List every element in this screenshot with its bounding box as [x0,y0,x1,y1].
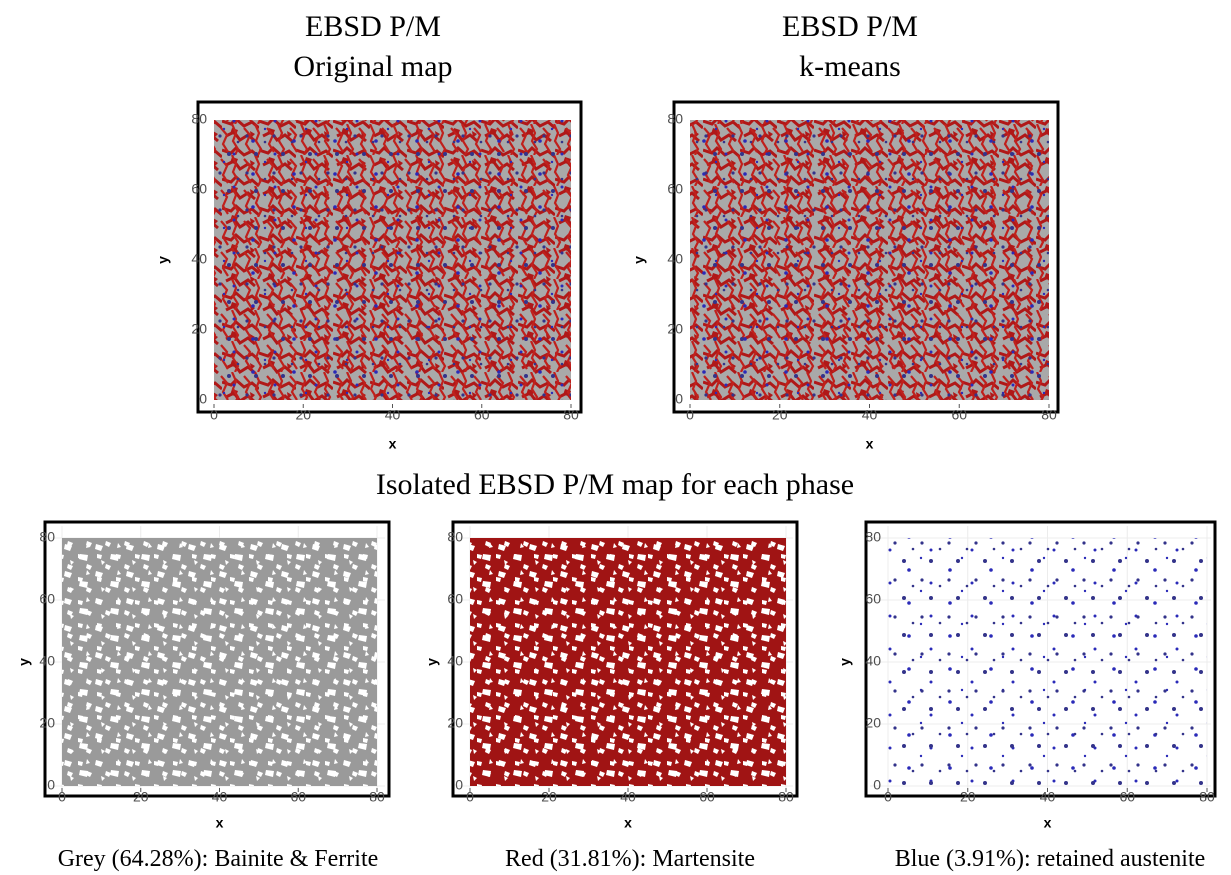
x-tick-label: 80 [369,789,385,805]
panel-frame [451,520,799,798]
phase-map [470,538,786,786]
y-axis-label: y [16,658,32,666]
caption: Red (31.81%): Martensite [505,846,755,872]
x-tick-label: 60 [1119,789,1135,805]
x-tick-label: 20 [960,789,976,805]
x-tick-label: 60 [290,789,306,805]
y-tick-label: 80 [667,111,683,127]
y-axis-label: y [837,658,853,666]
x-tick-label: 80 [778,789,794,805]
y-tick-label: 60 [667,181,683,197]
y-tick-label: 20 [39,715,55,731]
section-title: Isolated EBSD P/M map for each phase [376,468,854,501]
x-tick-label: 40 [212,789,228,805]
y-axis-label: y [424,658,440,666]
y-tick-label: 80 [865,529,881,545]
caption: Grey (64.28%): Bainite & Ferrite [58,846,379,872]
y-tick-label: 20 [865,715,881,731]
y-tick-label: 20 [667,321,683,337]
y-tick-label: 20 [191,321,207,337]
y-tick-label: 60 [191,181,207,197]
y-tick-label: 60 [447,591,463,607]
panel-title: Original map [293,50,452,83]
x-tick-label: 40 [620,789,636,805]
x-tick-label: 0 [210,407,218,423]
x-tick-label: 60 [474,407,490,423]
y-tick-label: 40 [865,653,881,669]
y-tick-label: 60 [39,591,55,607]
x-axis-label: x [389,436,397,452]
panel-frame [196,100,583,414]
y-tick-label: 80 [447,529,463,545]
x-axis-label: x [1044,815,1052,831]
x-tick-label: 60 [699,789,715,805]
panel-title: EBSD P/M [305,10,441,43]
x-tick-label: 20 [295,407,311,423]
x-tick-label: 40 [1040,789,1056,805]
phase-map [888,538,1207,786]
x-tick-label: 40 [862,407,878,423]
x-tick-label: 60 [951,407,967,423]
caption: Blue (3.91%): retained austenite [895,846,1206,872]
phase-map [690,120,1049,400]
y-tick-label: 0 [675,391,683,407]
y-tick-label: 80 [191,111,207,127]
y-tick-label: 40 [191,251,207,267]
y-tick-label: 80 [39,529,55,545]
x-tick-label: 80 [563,407,579,423]
x-tick-label: 0 [466,789,474,805]
panel-frame [864,520,1217,798]
phase-map [214,120,571,400]
y-tick-label: 40 [39,653,55,669]
x-tick-label: 20 [772,407,788,423]
x-tick-label: 40 [385,407,401,423]
panel-title: k-means [799,50,901,83]
y-tick-label: 0 [199,391,207,407]
panel-frame [43,520,391,798]
x-tick-label: 80 [1199,789,1215,805]
x-tick-label: 0 [58,789,66,805]
x-axis-label: x [866,436,874,452]
panel-title: EBSD P/M [782,10,918,43]
phase-map [62,538,377,786]
x-tick-label: 20 [133,789,149,805]
y-tick-label: 60 [865,591,881,607]
x-tick-label: 0 [884,789,892,805]
y-tick-label: 0 [455,777,463,793]
x-axis-label: x [216,815,224,831]
panel-frame [672,100,1060,414]
x-tick-label: 20 [541,789,557,805]
x-tick-label: 0 [686,407,694,423]
y-tick-label: 40 [667,251,683,267]
y-tick-label: 0 [873,777,881,793]
y-tick-label: 20 [447,715,463,731]
x-tick-label: 80 [1041,407,1057,423]
y-axis-label: y [155,256,171,264]
y-tick-label: 0 [47,777,55,793]
x-axis-label: x [624,815,632,831]
y-tick-label: 40 [447,653,463,669]
y-axis-label: y [631,256,647,264]
